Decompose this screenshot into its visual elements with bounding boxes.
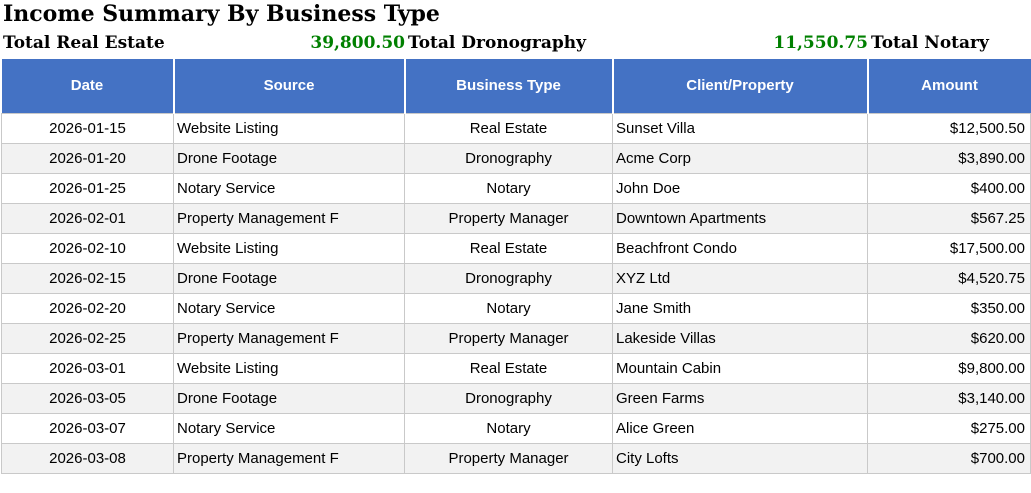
cell-client-property[interactable]: Jane Smith [612,292,868,324]
cell-source[interactable]: Property Management F [173,202,405,234]
table-row: 2026-03-01 Website Listing Real Estate Moun… [1,352,1031,384]
cell-amount[interactable]: $275.00 [867,412,1031,444]
cell-date[interactable]: 2026-03-05 [1,382,174,414]
total-notary-label: Total Notary [871,33,989,53]
cell-business-type[interactable]: Property Manager [404,322,613,354]
cell-client-property[interactable]: City Lofts [612,442,868,474]
cell-business-type[interactable]: Real Estate [404,232,613,264]
cell-amount[interactable]: $620.00 [867,322,1031,354]
cell-date[interactable]: 2026-02-25 [1,322,174,354]
cell-date[interactable]: 2026-03-07 [1,412,174,444]
cell-client-property[interactable]: Beachfront Condo [612,232,868,264]
cell-client-property[interactable]: Downtown Apartments [612,202,868,234]
cell-date[interactable]: 2026-03-08 [1,442,174,474]
cell-amount[interactable]: $17,500.00 [867,232,1031,264]
cell-source[interactable]: Drone Footage [173,262,405,294]
cell-amount[interactable]: $350.00 [867,292,1031,324]
cell-client-property[interactable]: Sunset Villa [612,112,868,144]
table-header: Date Source Business Type Client/Propert… [1,59,1031,114]
cell-amount[interactable]: $9,800.00 [867,352,1031,384]
cell-source[interactable]: Website Listing [173,352,405,384]
cell-date[interactable]: 2026-02-01 [1,202,174,234]
income-table: Date Source Business Type Client/Propert… [1,59,1031,474]
table-row: 2026-02-10 Website Listing Real Estate Beac… [1,232,1031,264]
cell-source[interactable]: Website Listing [173,232,405,264]
cell-date[interactable]: 2026-02-10 [1,232,174,264]
cell-business-type[interactable]: Property Manager [404,442,613,474]
cell-business-type[interactable]: Real Estate [404,112,613,144]
column-header-source[interactable]: Source [172,59,406,114]
table-row: 2026-02-25 Property Management F Property … [1,322,1031,354]
total-dronography-label: Total Dronography [408,33,587,53]
cell-date[interactable]: 2026-01-15 [1,112,174,144]
cell-date[interactable]: 2026-02-20 [1,292,174,324]
cell-business-type[interactable]: Notary [404,412,613,444]
cell-client-property[interactable]: Alice Green [612,412,868,444]
cell-date[interactable]: 2026-02-15 [1,262,174,294]
page-title: Income Summary By Business Type [3,1,440,27]
cell-business-type[interactable]: Property Manager [404,202,613,234]
cell-business-type[interactable]: Dronography [404,262,613,294]
cell-business-type[interactable]: Dronography [404,382,613,414]
cell-client-property[interactable]: John Doe [612,172,868,204]
cell-client-property[interactable]: Green Farms [612,382,868,414]
column-header-client-property[interactable]: Client/Property [611,59,869,114]
table-row: 2026-03-07 Notary Service Notary Alice Gree… [1,412,1031,444]
cell-amount[interactable]: $3,140.00 [867,382,1031,414]
cell-business-type[interactable]: Notary [404,172,613,204]
table-row: 2026-02-20 Notary Service Notary Jane Smith… [1,292,1031,324]
cell-amount[interactable]: $567.25 [867,202,1031,234]
cell-source[interactable]: Notary Service [173,412,405,444]
cell-amount[interactable]: $3,890.00 [867,142,1031,174]
cell-business-type[interactable]: Dronography [404,142,613,174]
cell-client-property[interactable]: Mountain Cabin [612,352,868,384]
column-header-amount[interactable]: Amount [866,59,1031,114]
cell-amount[interactable]: $4,520.75 [867,262,1031,294]
total-notary: Total Notary [868,31,1031,55]
total-real-estate-value: 39,800.50 [310,33,405,53]
totals-row: Total Real Estate 39,800.50 Total Dronog… [0,31,1031,55]
cell-source[interactable]: Drone Footage [173,142,405,174]
total-dronography-value: 11,550.75 [773,33,868,53]
cell-source[interactable]: Notary Service [173,292,405,324]
cell-source[interactable]: Property Management F [173,442,405,474]
cell-source[interactable]: Website Listing [173,112,405,144]
cell-amount[interactable]: $400.00 [867,172,1031,204]
total-real-estate-label: Total Real Estate [3,33,165,53]
cell-source[interactable]: Property Management F [173,322,405,354]
table-row: 2026-03-08 Property Management F Property … [1,442,1031,474]
cell-source[interactable]: Drone Footage [173,382,405,414]
table-row: 2026-01-25 Notary Service Notary John Doe $4… [1,172,1031,204]
cell-amount[interactable]: $700.00 [867,442,1031,474]
column-header-date[interactable]: Date [1,59,175,114]
cell-client-property[interactable]: XYZ Ltd [612,262,868,294]
cell-client-property[interactable]: Lakeside Villas [612,322,868,354]
cell-source[interactable]: Notary Service [173,172,405,204]
cell-client-property[interactable]: Acme Corp [612,142,868,174]
table-row: 2026-02-01 Property Management F Property … [1,202,1031,234]
cell-business-type[interactable]: Notary [404,292,613,324]
table-row: 2026-01-15 Website Listing Real Estate Suns… [1,112,1031,144]
table-row: 2026-03-05 Drone Footage Dronography Green … [1,382,1031,414]
table-row: 2026-01-20 Drone Footage Dronography Acme C… [1,142,1031,174]
total-real-estate: Total Real Estate 39,800.50 [0,31,405,55]
cell-date[interactable]: 2026-03-01 [1,352,174,384]
cell-amount[interactable]: $12,500.50 [867,112,1031,144]
total-dronography: Total Dronography 11,550.75 [405,31,868,55]
cell-date[interactable]: 2026-01-20 [1,142,174,174]
table-body: 2026-01-15 Website Listing Real Estate Suns… [1,112,1031,474]
column-header-business-type[interactable]: Business Type [403,59,614,114]
cell-date[interactable]: 2026-01-25 [1,172,174,204]
table-row: 2026-02-15 Drone Footage Dronography XYZ Lt… [1,262,1031,294]
cell-business-type[interactable]: Real Estate [404,352,613,384]
